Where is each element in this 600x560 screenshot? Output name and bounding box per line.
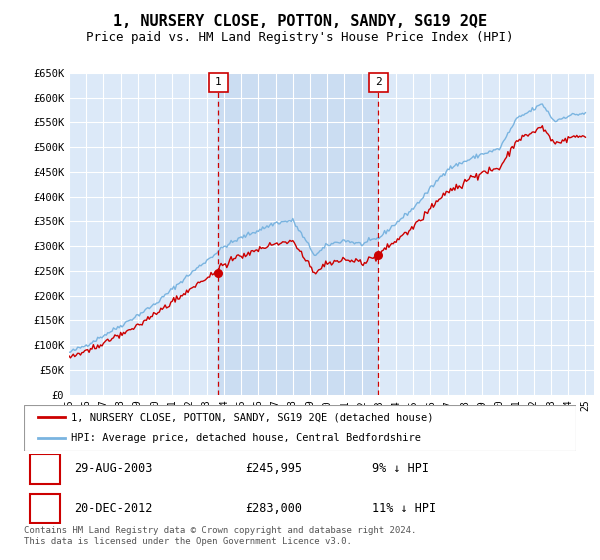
Bar [29,454,60,484]
Point [213,268,223,277]
Bar [218,73,379,395]
Text: 1, NURSERY CLOSE, POTTON, SANDY, SG19 2QE: 1, NURSERY CLOSE, POTTON, SANDY, SG19 2Q… [113,14,487,29]
FancyBboxPatch shape [209,73,227,92]
Point [374,250,383,259]
Text: 1: 1 [41,463,48,475]
Text: 2: 2 [375,77,382,87]
Text: Price paid vs. HM Land Registry's House Price Index (HPI): Price paid vs. HM Land Registry's House … [86,31,514,44]
Text: 2: 2 [41,502,48,515]
Text: 9% ↓ HPI: 9% ↓ HPI [372,463,429,475]
Text: 1: 1 [215,77,221,87]
Text: Contains HM Land Registry data © Crown copyright and database right 2024.
This d: Contains HM Land Registry data © Crown c… [24,526,416,546]
Text: 11% ↓ HPI: 11% ↓ HPI [372,502,436,515]
Text: £245,995: £245,995 [245,463,302,475]
Text: 20-DEC-2012: 20-DEC-2012 [74,502,152,515]
Bar [29,493,60,523]
FancyBboxPatch shape [369,73,388,92]
Text: 1, NURSERY CLOSE, POTTON, SANDY, SG19 2QE (detached house): 1, NURSERY CLOSE, POTTON, SANDY, SG19 2Q… [71,412,433,422]
Text: HPI: Average price, detached house, Central Bedfordshire: HPI: Average price, detached house, Cent… [71,433,421,444]
Text: 29-AUG-2003: 29-AUG-2003 [74,463,152,475]
Text: £283,000: £283,000 [245,502,302,515]
